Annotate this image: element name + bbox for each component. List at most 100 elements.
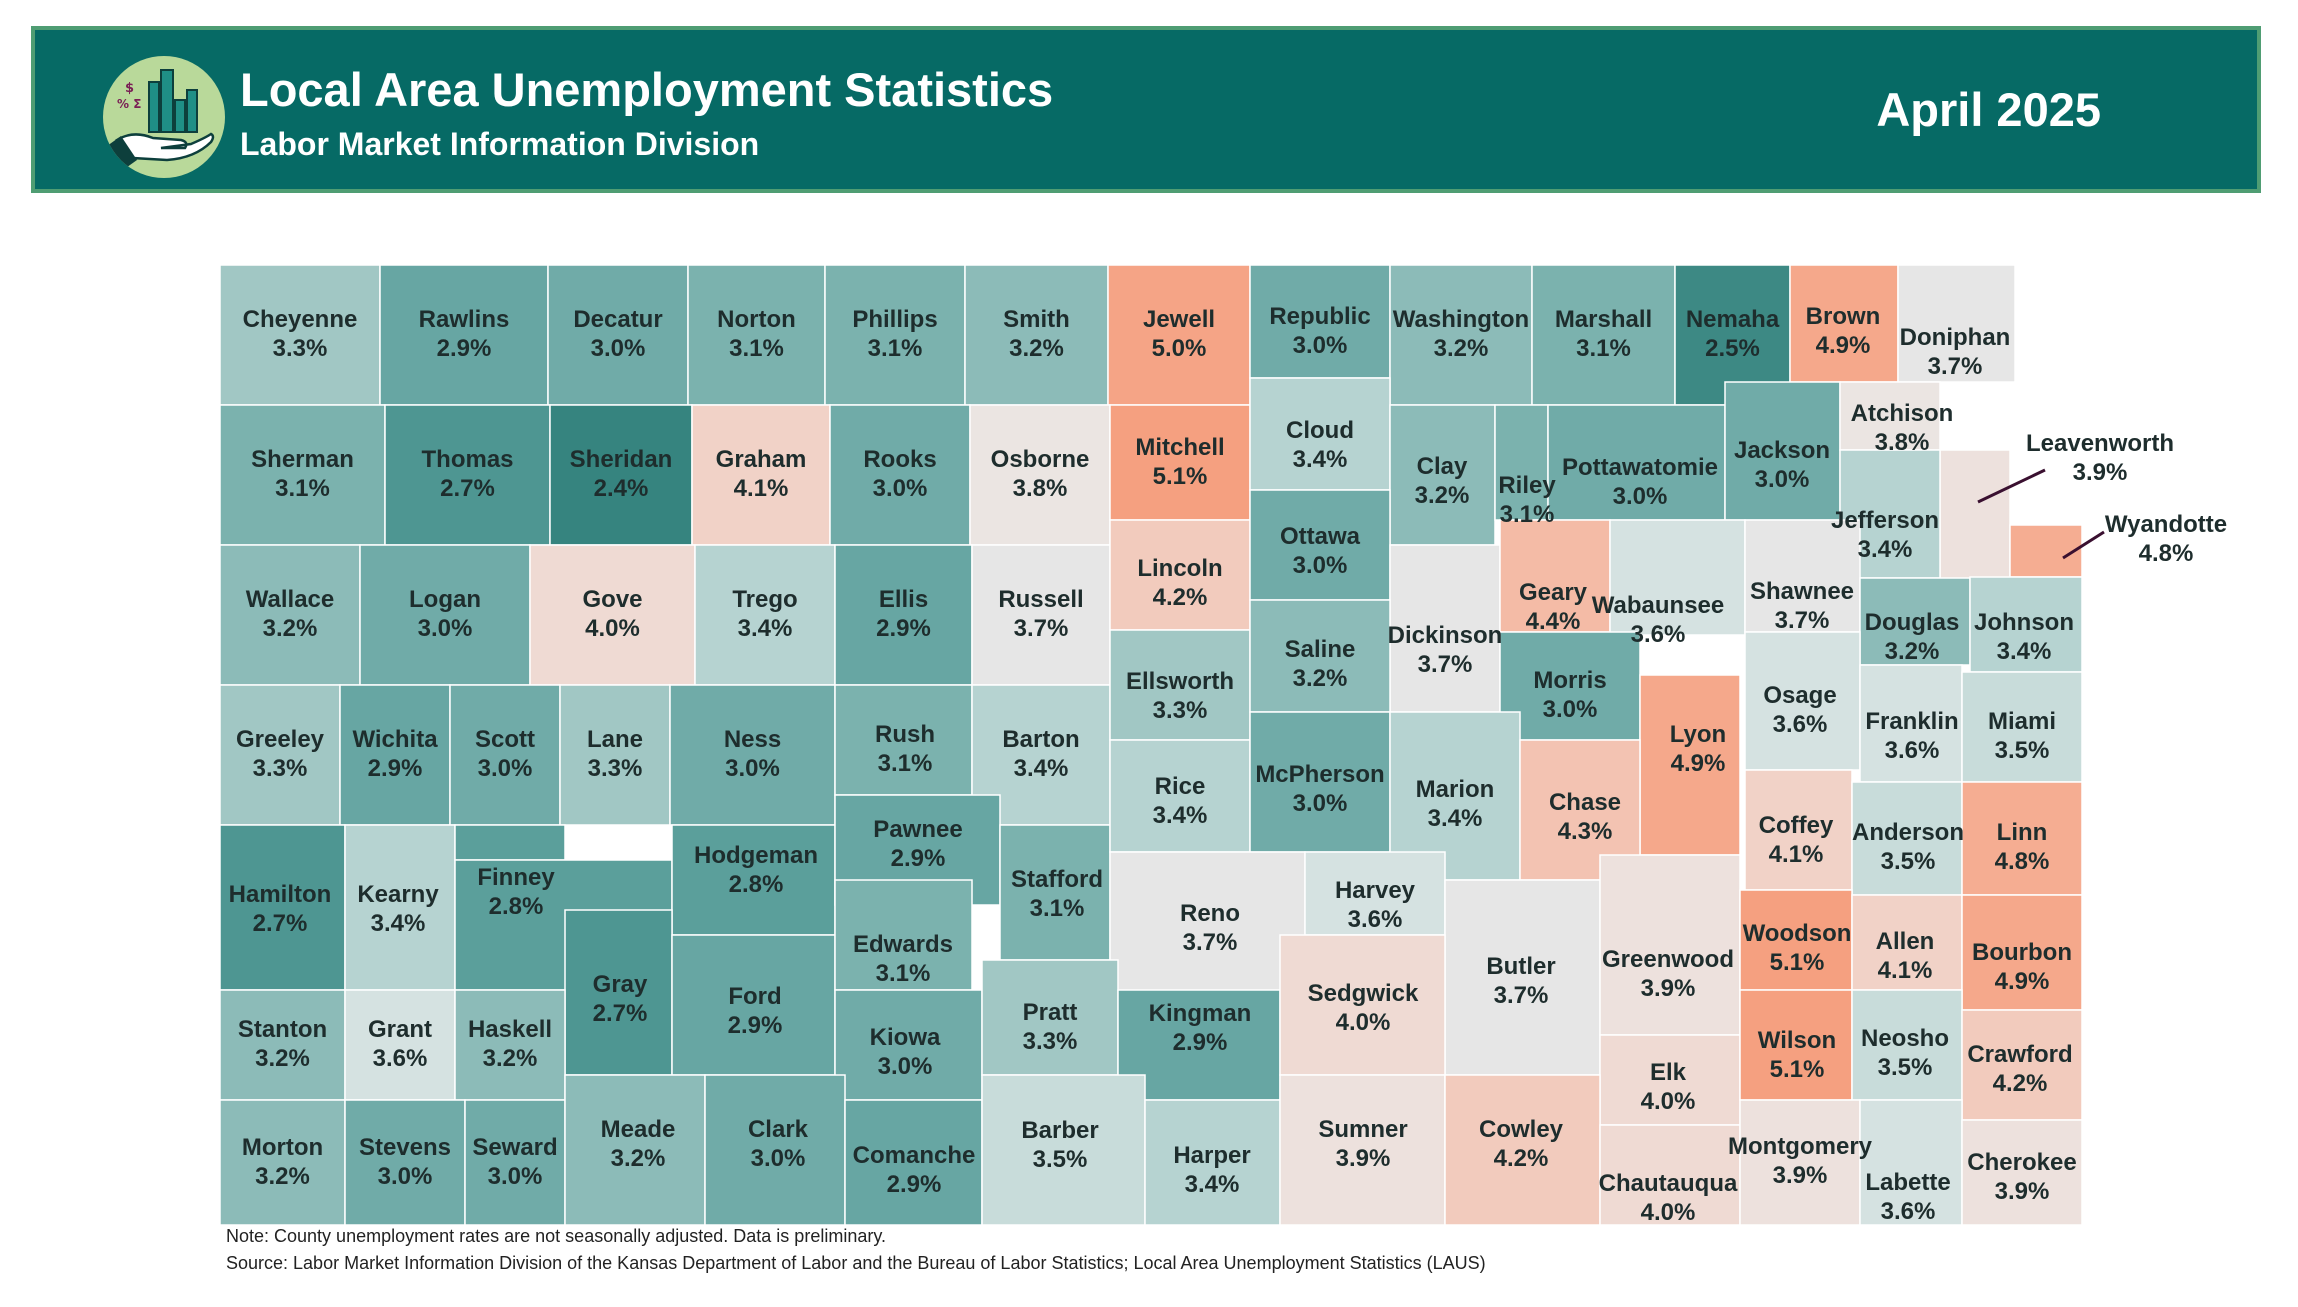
county-rate: 3.3% [1152, 697, 1208, 724]
county-rate: 4.9% [1815, 332, 1871, 359]
county-name: Republic [1269, 303, 1371, 330]
county-shape-thomas [384, 404, 551, 546]
county-rate: 4.0% [585, 615, 640, 642]
county-rate: 3.0% [725, 755, 780, 782]
county-shape-bourbon [1961, 894, 2083, 1011]
county-shape-clay [1389, 404, 1496, 546]
county-rate: 3.2% [1884, 638, 1940, 665]
county-name: Wallace [245, 586, 335, 613]
county-rate: 3.0% [417, 615, 473, 642]
county-shape-russell [971, 544, 1111, 686]
county-rate: 3.4% [370, 910, 426, 937]
county-shape-labette [1859, 1099, 1963, 1226]
page-subtitle: Labor Market Information Division [240, 126, 760, 162]
county-name: Haskell [467, 1016, 553, 1043]
county-name: Reno [1180, 900, 1240, 927]
county-name: Mitchell [1135, 433, 1225, 461]
county-name: Greenwood [1601, 946, 1735, 973]
county-name: Rawlins [418, 306, 510, 333]
county-rate: 3.6% [1772, 711, 1828, 738]
county-name: Osborne [990, 446, 1090, 473]
county-rate: 3.7% [1927, 353, 1983, 380]
county-name: Bourbon [1972, 939, 2072, 966]
county-shape-cowley [1444, 1074, 1601, 1226]
county-shape-osage [1744, 631, 1861, 771]
county-shape-chautauqua [1599, 1124, 1741, 1226]
county-name: Chase [1548, 789, 1622, 816]
county-rate: 3.4% [1427, 805, 1483, 832]
county-name: Russell [998, 586, 1084, 613]
county-rate: 3.9% [1640, 975, 1696, 1002]
county-rate: 3.4% [1184, 1171, 1240, 1198]
county-name: Graham [715, 446, 807, 473]
county-name: Pottawatomie [1561, 454, 1719, 481]
county-name: Jefferson [1830, 507, 1940, 534]
county-name: Stafford [1011, 866, 1103, 893]
county-rate: 3.1% [875, 960, 931, 987]
county-name: Finney [477, 864, 555, 891]
county-name: Anderson [1851, 819, 1965, 846]
county-rate: 4.2% [1152, 584, 1208, 611]
county-shape-sedgwick [1279, 934, 1446, 1076]
county-name: Cheyenne [242, 306, 358, 333]
county-name: Cherokee [1967, 1149, 2077, 1176]
county-shape-greenwood [1599, 854, 1741, 1036]
county-name: Miami [1987, 708, 2057, 735]
county-rate: 2.9% [436, 335, 492, 362]
county-rate: 4.1% [733, 475, 789, 502]
county-rate: 2.7% [440, 475, 495, 502]
county-name: Lincoln [1137, 555, 1223, 582]
county-rate: 4.2% [1992, 1070, 2048, 1097]
county-rate: 3.7% [1493, 982, 1549, 1009]
county-rate: 3.7% [1774, 607, 1830, 634]
county-name: Allen [1875, 928, 1935, 955]
county-name: Hodgeman [693, 842, 819, 869]
county-name: Kearny [357, 881, 439, 908]
county-name: McPherson [1255, 761, 1385, 788]
county-name: Rooks [863, 446, 937, 473]
county-name: Sedgwick [1307, 980, 1419, 1007]
county-rate: 3.0% [590, 335, 646, 362]
county-rate: 4.0% [1640, 1199, 1696, 1226]
county-name: Meade [600, 1116, 676, 1143]
county-rate: 3.0% [477, 755, 533, 782]
county-rate: 2.7% [252, 910, 308, 937]
county-rate: 2.9% [727, 1012, 783, 1039]
county-rate: 2.8% [488, 893, 544, 920]
county-shape-pottawatomie [1547, 404, 1726, 521]
leader-line-wyandotte [2062, 530, 2105, 560]
county-name: Kiowa [869, 1024, 941, 1051]
hand-holding-chart-icon: $ % Σ [103, 56, 225, 178]
county-shape-decatur [547, 264, 689, 406]
county-name: Marion [1415, 776, 1495, 803]
county-rate: 3.2% [262, 615, 318, 642]
county-rate: 3.5% [1880, 848, 1936, 875]
source-note: Source: Labor Market Information Divisio… [226, 1253, 1486, 1273]
county-rate: 3.4% [737, 615, 793, 642]
page-title: Local Area Unemployment Statistics [240, 63, 1054, 116]
county-rate: 3.1% [877, 750, 933, 777]
county-rate: 2.8% [728, 871, 784, 898]
county-rate: 3.6% [1347, 906, 1403, 933]
county-rate: 4.1% [1768, 841, 1824, 868]
county-rate: 3.2% [1292, 665, 1348, 692]
county-rate: 5.1% [1769, 1056, 1825, 1083]
county-rate: 3.1% [275, 475, 330, 502]
county-shape-seward [464, 1099, 566, 1226]
county-rate: 3.0% [872, 475, 928, 502]
county-rate: 4.0% [1335, 1009, 1391, 1036]
county-shape-morris [1499, 631, 1641, 741]
county-rate: 3.2% [610, 1145, 666, 1172]
county-name: Douglas [1864, 609, 1960, 636]
county-rate: 3.2% [482, 1045, 538, 1072]
county-shape-doniphan [1897, 264, 2016, 383]
county-shape-wichita [339, 684, 451, 826]
county-shape-butler [1444, 879, 1601, 1076]
county-name: Linn [1996, 819, 2048, 846]
county-shape-cherokee [1961, 1119, 2083, 1226]
county-name: Wilson [1757, 1027, 1837, 1054]
county-name: Sherman [251, 446, 354, 473]
county-shape-haskell [454, 989, 566, 1101]
county-shape-stevens [344, 1099, 466, 1226]
